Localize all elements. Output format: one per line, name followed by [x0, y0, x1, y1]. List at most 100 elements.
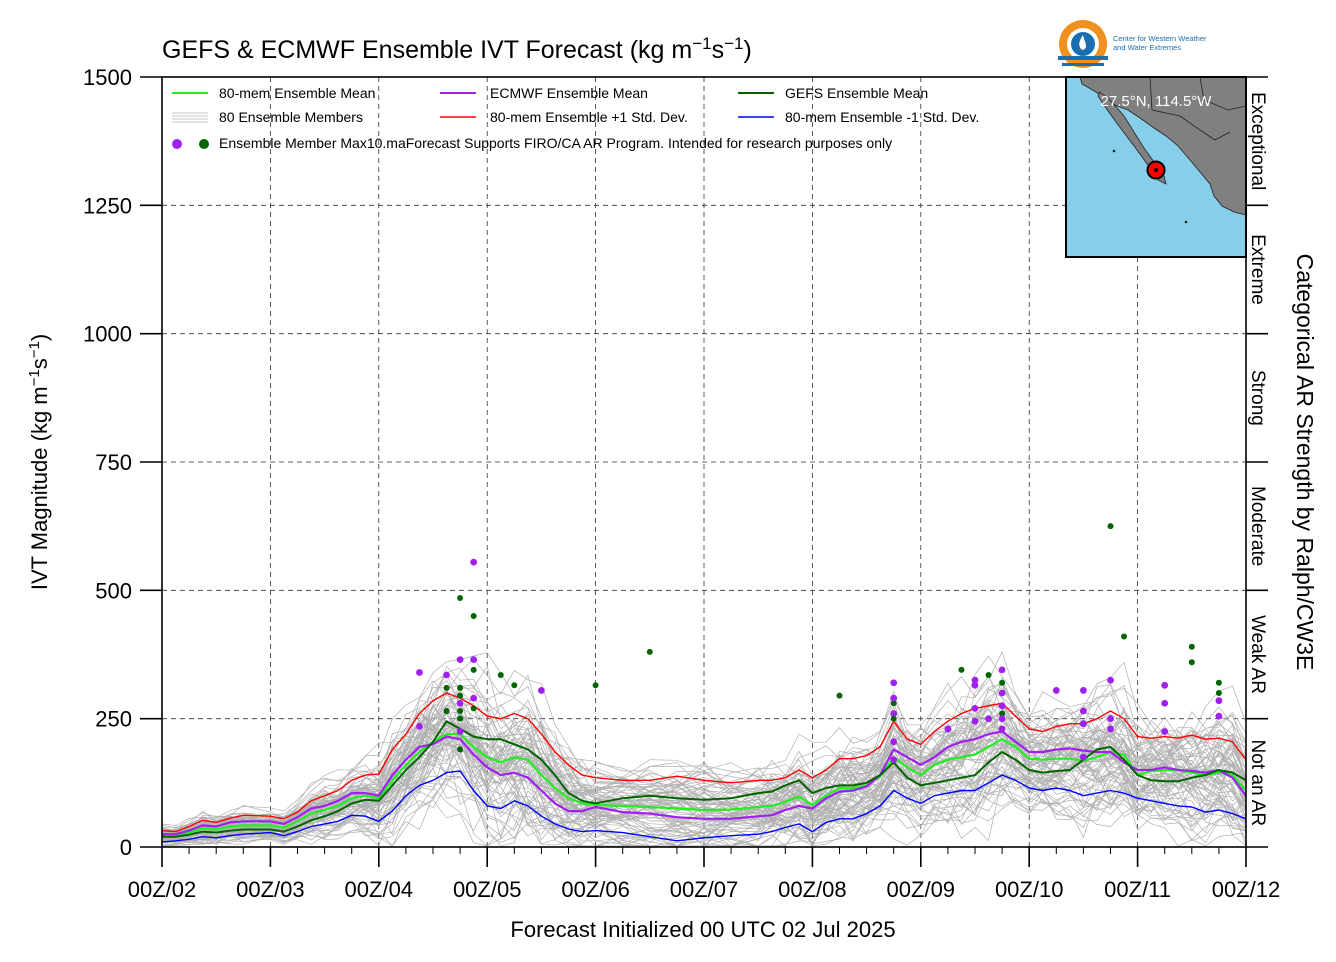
title-exponent-2: −1 — [724, 34, 743, 53]
max-point-gefs — [457, 746, 464, 753]
max-point-gefs — [470, 666, 477, 673]
x-tick-label: 00Z/04 — [345, 877, 414, 902]
ensemble-member-line — [161, 704, 1247, 834]
x-tick-label: 00Z/03 — [236, 877, 305, 902]
max-point-ecmwf — [890, 694, 898, 702]
ensemble-member-line — [161, 691, 1247, 841]
max-point-ecmwf — [998, 715, 1006, 723]
ensemble-member-line — [161, 753, 1247, 847]
max-point-gefs — [470, 705, 477, 712]
y-tick-label: 1500 — [83, 65, 132, 90]
y-tick-label: 1000 — [83, 322, 132, 347]
max-point-ecmwf — [971, 681, 979, 689]
max-point-ecmwf — [971, 705, 979, 712]
logo-text-line-2: and Water Extremes — [1113, 43, 1181, 52]
max-point-ecmwf — [1161, 728, 1169, 735]
gefs-mean-line — [162, 720, 1247, 838]
max-point-ecmwf — [1080, 707, 1087, 715]
max-point-ecmwf — [944, 725, 952, 733]
max-point-ecmwf — [456, 656, 464, 664]
category-label: Extreme — [1247, 234, 1268, 305]
y-tick-label: 250 — [95, 707, 132, 732]
max-point-gefs — [511, 682, 518, 689]
x-tick-label: 00Z/06 — [561, 877, 630, 902]
max-point-ecmwf — [1080, 753, 1087, 761]
max-point-ecmwf — [971, 676, 979, 684]
legend-label-max: Ensemble Member Max10.maForecast Support… — [219, 135, 892, 151]
y-axis-ticks: 0 250 500 750 1000 1250 1500 — [83, 65, 162, 860]
max-point-gefs — [985, 672, 992, 679]
max-point-ecmwf — [890, 738, 898, 746]
ensemble-member-line — [161, 771, 1247, 847]
max-point-gefs — [457, 715, 464, 722]
max-point-gefs — [1121, 633, 1128, 640]
max-point-ecmwf — [416, 669, 423, 676]
legend: 80-mem Ensemble Mean ECMWF Ensemble Mean… — [172, 85, 979, 151]
legend-swatch-max-gefs — [199, 139, 209, 149]
max-point-gefs — [999, 710, 1006, 717]
legend-label-ensemble-mean: 80-mem Ensemble Mean — [219, 85, 375, 101]
max-point-ecmwf — [1052, 687, 1060, 694]
max-point-gefs — [457, 707, 464, 714]
chart-title: GEFS & ECMWF Ensemble IVT Forecast (kg m… — [162, 34, 752, 65]
ensemble-member-line — [161, 780, 1247, 847]
max-point-ecmwf — [1107, 725, 1114, 733]
max-point-ecmwf — [470, 656, 478, 664]
max-point-gefs — [890, 715, 897, 722]
max-point-ecmwf — [1161, 699, 1169, 707]
title-mid: s — [712, 36, 725, 64]
y-tick-label: 1250 — [83, 193, 132, 218]
max-point-gefs — [470, 613, 477, 619]
max-point-gefs — [1107, 523, 1114, 530]
max-point-gefs — [457, 595, 464, 602]
legend-swatch-max-ecmwf — [172, 139, 182, 149]
x-tick-label: 00Z/12 — [1212, 877, 1281, 902]
title-end: ) — [743, 36, 751, 64]
legend-swatch-members — [172, 112, 208, 123]
max-point-ecmwf — [1080, 720, 1087, 728]
max-point-gefs — [443, 684, 450, 691]
max-point-gefs — [1215, 690, 1222, 696]
ecmwf-mean-line — [162, 730, 1247, 836]
max-point-gefs — [497, 672, 504, 679]
max-point-gefs — [443, 707, 450, 714]
x-tick-label: 00Z/05 — [453, 877, 522, 902]
inset-island-2 — [1184, 220, 1188, 224]
max-point-ecmwf — [1215, 697, 1223, 705]
ensemble-member-line — [161, 672, 1247, 831]
y-axis-label: IVT Magnitude (kg m−1s−1) — [26, 334, 53, 590]
x-axis-ticks: 00Z/02 00Z/03 00Z/04 00Z/05 00Z/06 00Z/07 00Z/… — [128, 847, 1281, 902]
category-label: Strong — [1247, 370, 1268, 426]
inset-baja-peninsula — [1097, 91, 1167, 185]
inset-frame — [1065, 76, 1247, 258]
max-point-ecmwf — [890, 679, 898, 687]
category-label: Not an AR — [1247, 740, 1268, 827]
max-point-ecmwf — [456, 699, 464, 707]
x-tick-label: 00Z/02 — [128, 877, 197, 902]
max-point-ecmwf — [1215, 712, 1223, 720]
inset-map: 27.5°N, 114.5°W — [1065, 76, 1247, 258]
ylabel-main: IVT Magnitude (kg m — [27, 386, 52, 590]
legend-label-max-text: Ensemble Member Max10.ma — [219, 135, 406, 151]
inset-borders — [1149, 76, 1247, 141]
ensemble-member-line — [161, 753, 1247, 847]
disclaimer-text: Forecast Supports FIRO/CA AR Program. In… — [406, 135, 892, 151]
max-point-ecmwf — [890, 710, 898, 717]
max-point-ecmwf — [470, 694, 478, 702]
ensemble-member-line — [161, 726, 1247, 838]
logo-wave-2 — [1062, 63, 1104, 66]
max-point-gefs — [958, 666, 965, 673]
logo-text-line-1: Center for Western Weather — [1113, 34, 1207, 43]
ylabel-mid: s — [27, 358, 52, 369]
grid — [162, 77, 1246, 847]
max-point-ecmwf — [1107, 715, 1114, 723]
title-main: GEFS & ECMWF Ensemble IVT Forecast (kg m — [162, 36, 692, 64]
max-point-gefs — [1215, 679, 1222, 686]
max-point-ecmwf — [1161, 681, 1169, 689]
ensemble-member-line — [161, 742, 1247, 845]
category-label: Exceptional — [1247, 92, 1268, 190]
inset-island-1 — [1112, 149, 1116, 153]
max-point-ecmwf — [1080, 687, 1087, 694]
max-point-ecmwf — [456, 728, 464, 735]
